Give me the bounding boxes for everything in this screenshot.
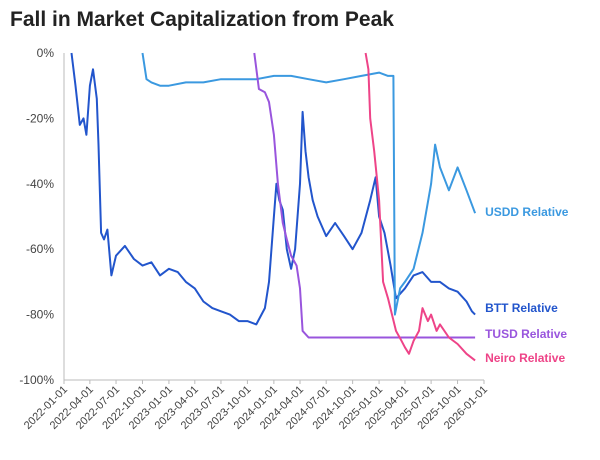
- y-tick-label: -100%: [19, 373, 54, 387]
- chart-title: Fall in Market Capitalization from Peak: [10, 8, 394, 31]
- series-lines: [70, 52, 477, 362]
- y-tick-label: -60%: [26, 242, 54, 256]
- y-tick-label: -20%: [26, 111, 54, 125]
- y-tick-label: -40%: [26, 177, 54, 191]
- neiro-relative-line: [364, 52, 476, 362]
- y-tick-label: -80%: [26, 308, 54, 322]
- neiro-relative-label: Neiro Relative: [485, 351, 565, 365]
- series-labels: BTT Relative USDD Relative TUSD Relative Ne…: [485, 205, 569, 365]
- btt-relative-label: BTT Relative: [485, 301, 558, 315]
- usdd-relative-label: USDD Relative: [485, 205, 569, 219]
- btt-relative-line: [70, 52, 476, 326]
- tusd-relative-label: TUSD Relative: [485, 327, 567, 341]
- axes: 0%-20%-40%-60%-80%-100%2022-01-012022-04…: [19, 46, 490, 432]
- tusd-relative-line: [253, 52, 476, 339]
- y-tick-label: 0%: [37, 46, 55, 60]
- usdd-relative-line: [141, 52, 477, 316]
